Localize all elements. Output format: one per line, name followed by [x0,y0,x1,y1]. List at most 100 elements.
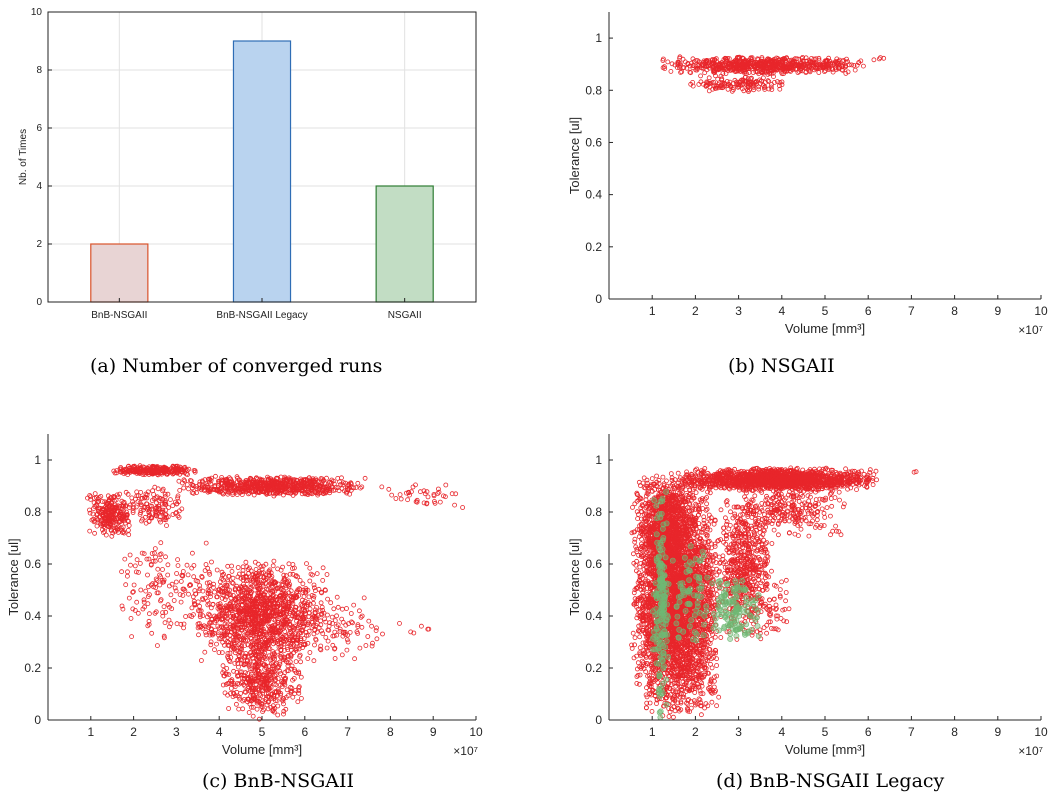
point [191,563,197,568]
point [205,565,211,571]
ytick-label: 0 [36,297,42,308]
point [811,60,817,65]
point [749,66,755,72]
xtick-label: 5 [822,304,829,318]
point [152,546,158,551]
point [365,634,371,639]
point [246,710,252,715]
series-1 [85,463,466,722]
point [779,79,785,85]
point [393,496,399,501]
point [665,59,671,65]
point [290,694,296,700]
point [300,581,306,587]
point [418,623,424,629]
point [851,63,857,68]
point [287,571,293,577]
y-axis-label: Tolerance [ul] [6,538,21,615]
point [871,57,877,63]
point [134,599,140,605]
point [746,70,752,75]
point [344,647,350,653]
y-axis-label: Tolerance [ul] [567,117,582,194]
point [339,606,345,612]
point [693,67,699,73]
ytick-label: 10 [31,7,43,18]
point [735,84,741,90]
point [715,85,720,91]
point [314,571,320,576]
point [160,567,165,572]
point [707,65,712,71]
point [724,79,730,84]
point [704,79,710,85]
ytick-label: 0.6 [24,557,41,571]
point [131,582,137,588]
point [168,465,174,471]
point [122,556,128,562]
point [158,540,164,546]
point [803,55,809,61]
point [849,62,855,68]
point [766,79,772,84]
ytick-label: 1 [595,31,602,45]
point [748,55,754,61]
scatter-points [660,54,887,94]
point [174,571,180,576]
point [743,75,748,80]
point [770,70,776,76]
point [325,596,331,602]
point [783,55,789,61]
xtick-label: 8 [951,304,958,318]
point [295,699,301,705]
point [331,606,337,612]
point [170,471,176,477]
point [837,57,843,63]
point [756,86,762,92]
xtick-label: 8 [387,725,394,739]
point [820,62,826,68]
point [820,64,825,70]
point [669,61,675,67]
point [181,485,187,491]
xtick-label: 4 [778,304,785,318]
point [635,660,641,666]
point [208,642,214,648]
point [760,66,765,71]
point [293,659,299,664]
point [709,58,715,63]
ytick-label: 4 [36,181,42,192]
point [316,586,322,592]
point [704,506,710,512]
point [789,65,794,70]
point [856,60,862,66]
point [754,78,759,84]
point [816,57,822,63]
point [125,573,130,579]
point [363,643,369,648]
point [220,663,226,669]
xtick-label: 6 [301,725,308,739]
point [178,579,184,584]
point [181,625,187,631]
point [334,594,340,600]
point [734,79,739,85]
point [766,86,772,92]
point [737,54,742,60]
point [786,62,792,67]
point [804,63,810,69]
point [240,706,246,712]
point [698,73,703,79]
point [184,562,190,568]
bar-2 [232,40,292,303]
point [701,63,706,68]
point [123,582,129,588]
ytick-label: 0 [595,292,602,306]
xtick-label: 6 [865,304,872,318]
point [311,658,317,664]
point [816,55,822,61]
point [675,470,681,476]
point [777,86,783,92]
point [155,566,161,572]
